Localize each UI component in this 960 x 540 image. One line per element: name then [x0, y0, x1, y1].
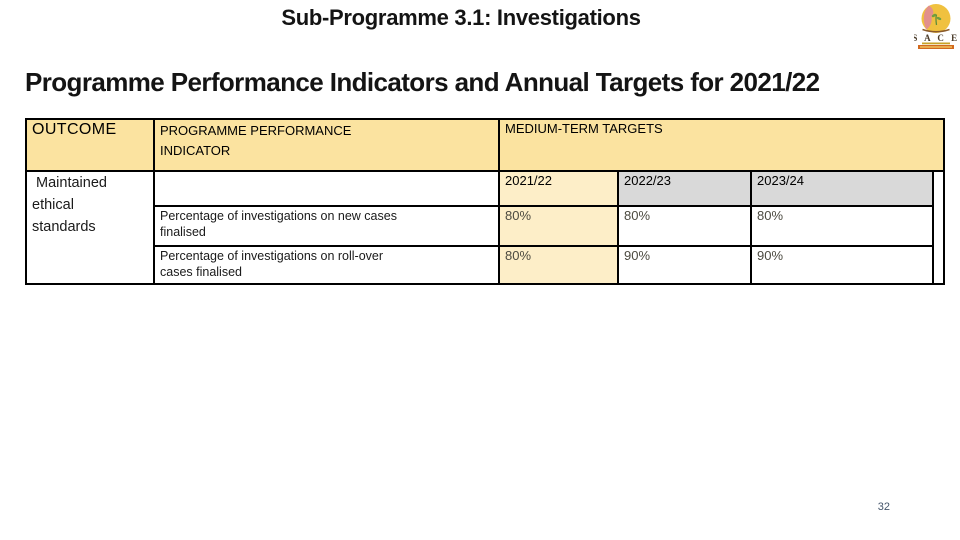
logo-leaf-left — [931, 13, 937, 18]
target-value-cell: 90% — [617, 245, 752, 285]
logo-bottom-bar-text — [920, 46, 952, 48]
logo-hands-arc — [922, 28, 950, 33]
table-row: Percentage of investigations on roll-ove… — [26, 245, 944, 285]
outcome-header-cell: OUTCOME — [25, 118, 155, 172]
indicator-cell: Percentage of investigations on new case… — [153, 205, 500, 247]
target-value-cell: 80% — [617, 205, 752, 247]
year-header-2023-24: 2023/24 — [750, 170, 934, 207]
empty-indicator-cell — [153, 170, 500, 207]
logo-leaf-right — [936, 16, 942, 21]
table-header-row: OUTCOME PROGRAMME PERFORMANCE INDICATOR … — [25, 118, 945, 172]
logo-sprout-stem — [935, 14, 938, 26]
logo-acronym-text: S A C E — [914, 33, 958, 43]
outcome-cell: Maintained ethical standards — [25, 170, 155, 285]
logo-smalltext-bar — [922, 42, 950, 45]
target-value-cell: 80% — [498, 245, 619, 285]
medium-term-targets-header-cell: MEDIUM-TERM TARGETS — [498, 118, 945, 172]
page-title: Programme Performance Indicators and Ann… — [25, 67, 820, 97]
logo-face-shape — [923, 5, 934, 30]
performance-indicators-table: OUTCOME PROGRAMME PERFORMANCE INDICATOR … — [25, 118, 945, 285]
target-value-cell: 80% — [750, 205, 934, 247]
slide-title: Sub-Programme 3.1: Investigations — [281, 5, 641, 30]
page-number: 32 — [877, 501, 890, 513]
target-value-cell: 90% — [750, 245, 934, 285]
sace-logo-icon: S A C E — [914, 4, 958, 49]
indicator-cell: Percentage of investigations on roll-ove… — [153, 245, 500, 285]
target-value-cell: 80% — [498, 205, 619, 247]
year-header-2022-23: 2022/23 — [617, 170, 752, 207]
spacer-column-cell — [932, 170, 945, 285]
table-row: Percentage of investigations on new case… — [26, 205, 944, 247]
year-header-row: Maintained ethical standards 2021/22 202… — [25, 170, 945, 285]
indicator-header-cell: PROGRAMME PERFORMANCE INDICATOR — [153, 118, 500, 172]
year-header-2021-22: 2021/22 — [498, 170, 619, 207]
